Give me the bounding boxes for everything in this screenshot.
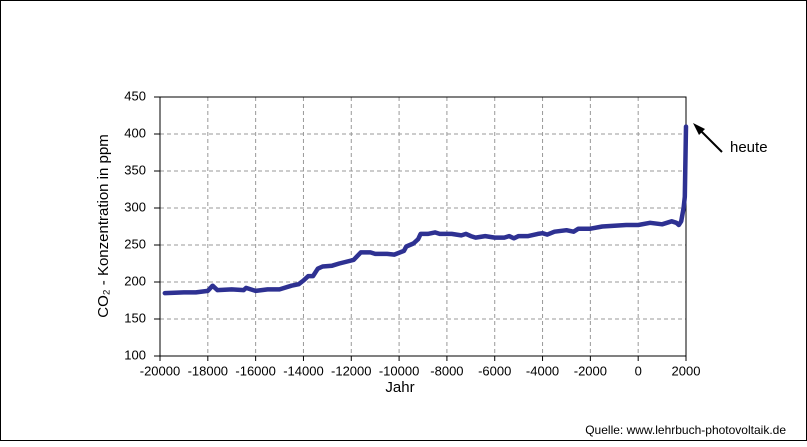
source: Quelle: www.lehrbuch-photovoltaik.de: [585, 423, 786, 437]
x-tick-label: -2000: [574, 363, 607, 378]
y-tick-label: 300: [124, 199, 146, 214]
x-tick-label: -6000: [478, 363, 511, 378]
x-tick-label: -18000: [188, 363, 228, 378]
y-tick-label: 400: [124, 125, 146, 140]
y-tick-label: 450: [124, 88, 146, 103]
y-tick-label: 350: [124, 162, 146, 177]
annotation: heute: [730, 139, 768, 156]
x-tick-label: 2000: [672, 363, 701, 378]
x-tick-label: -10000: [379, 363, 419, 378]
x-tick-label: -20000: [140, 363, 180, 378]
x-tick-label: 0: [635, 363, 642, 378]
y-tick-label: 200: [124, 273, 146, 288]
x-tick-label: -16000: [235, 363, 275, 378]
x-axis-label: Jahr: [385, 379, 414, 396]
x-tick-label: -14000: [283, 363, 323, 378]
x-tick-label: -8000: [430, 363, 463, 378]
y-tick-label: 100: [124, 347, 146, 362]
plot-area: [159, 96, 687, 357]
y-tick-label: 150: [124, 310, 146, 325]
x-tick-label: -4000: [526, 363, 559, 378]
y-tick-label: 250: [124, 236, 146, 251]
co2-line: [162, 124, 689, 296]
x-tick-label: -12000: [331, 363, 371, 378]
y-axis-label: CO₂ - Konzentration in ppm: [95, 134, 112, 317]
arrow-head: [693, 123, 705, 135]
